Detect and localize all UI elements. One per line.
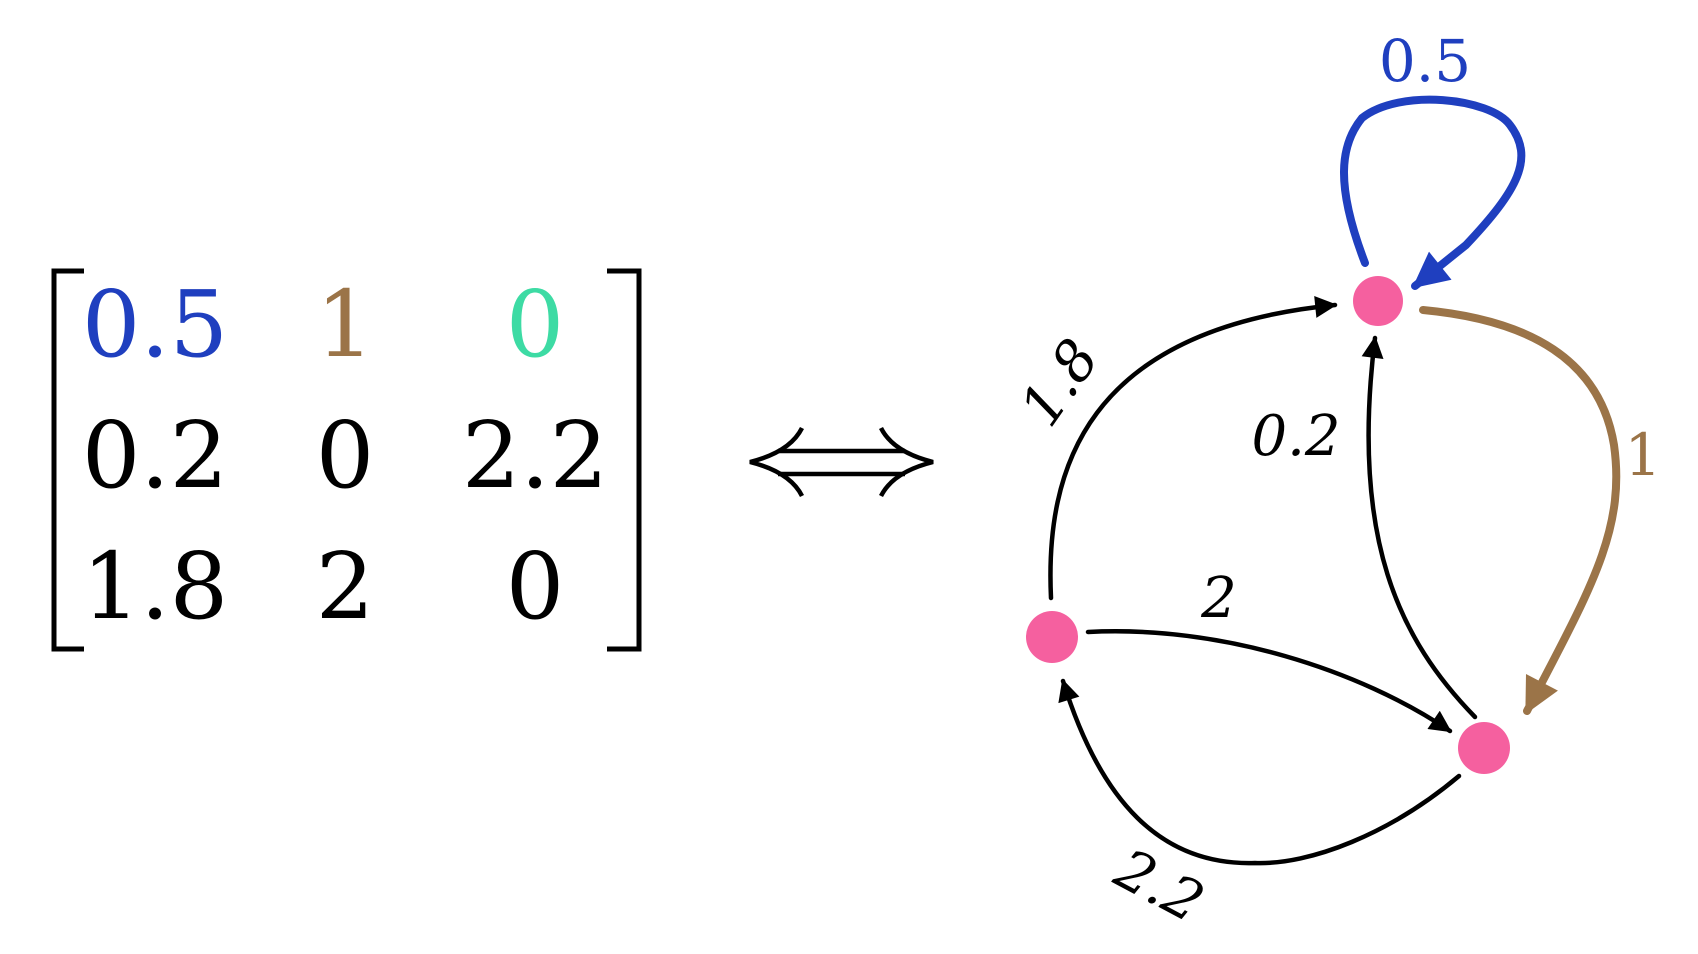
edge-label-left-to-right: 2 bbox=[1200, 566, 1237, 631]
equivalence-arrow-icon: ⟺ bbox=[749, 426, 934, 498]
edge-left-to-top bbox=[1048, 296, 1338, 601]
edge-top-to-right bbox=[1419, 306, 1621, 715]
matrix: 0.5 1 0 0.2 0 2.2 1.8 2 0 bbox=[51, 268, 642, 652]
edge-label-right-to-left: 2.2 bbox=[1104, 836, 1214, 936]
node-top bbox=[1353, 276, 1403, 326]
matrix-cell-r1c3: 0 bbox=[506, 271, 565, 378]
matrix-cell-r2c3: 2.2 bbox=[462, 402, 608, 509]
edge-self-loop bbox=[1340, 95, 1526, 290]
left-bracket bbox=[51, 268, 84, 652]
edge-right-to-left bbox=[1058, 678, 1462, 866]
node-left bbox=[1026, 611, 1078, 663]
matrix-cell-r3c3: 0 bbox=[506, 533, 565, 640]
graph: 0.5 1 0.2 1.8 2 2.2 bbox=[1008, 27, 1661, 936]
matrix-cell-r2c1: 0.2 bbox=[82, 402, 228, 509]
right-bracket bbox=[607, 268, 642, 652]
edge-label-top-to-right: 1 bbox=[1625, 421, 1662, 489]
edge-left-to-right bbox=[1085, 629, 1453, 734]
edge-label-self-loop: 0.5 bbox=[1379, 27, 1471, 95]
node-right bbox=[1458, 722, 1510, 774]
matrix-cell-r1c1: 0.5 bbox=[82, 271, 228, 378]
edge-label-right-to-top: 0.2 bbox=[1251, 404, 1340, 469]
matrix-cell-r1c2: 1 bbox=[316, 271, 375, 378]
edge-label-left-to-top: 1.8 bbox=[1008, 328, 1112, 438]
matrix-cell-r3c2: 2 bbox=[316, 533, 375, 640]
matrix-cell-r2c2: 0 bbox=[316, 402, 375, 509]
edge-right-to-top bbox=[1361, 335, 1478, 720]
matrix-cell-r3c1: 1.8 bbox=[82, 533, 228, 640]
